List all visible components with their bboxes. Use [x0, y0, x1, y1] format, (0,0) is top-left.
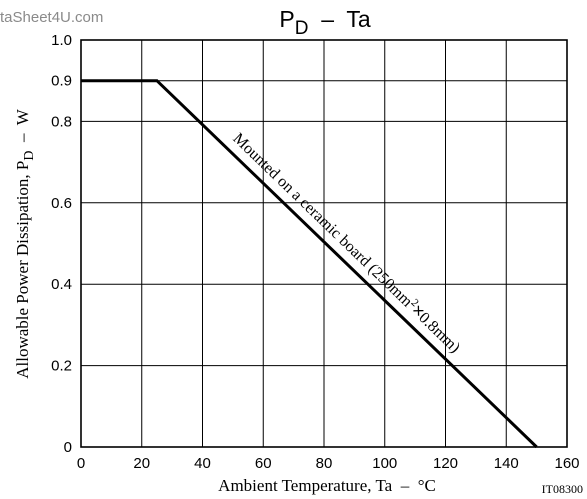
figure-id: IT08300 — [542, 482, 583, 496]
x-tick-label: 160 — [554, 455, 579, 472]
y-tick-label: 0.6 — [51, 195, 72, 212]
x-tick-label: 0 — [77, 455, 85, 472]
y-tick-label: 1.0 — [51, 32, 72, 49]
chart-title-sub: D — [295, 18, 309, 39]
watermark-text: taSheet4U.com — [0, 9, 103, 26]
y-tick-label: 0 — [64, 439, 72, 456]
y-tick-label: 0.9 — [51, 73, 72, 90]
x-axis-label: Ambient Temperature, Ta – °C — [218, 476, 436, 495]
y-axis-label: Allowable Power Dissipation, PD – W — [13, 108, 37, 378]
y-tick-label: 0.2 — [51, 358, 72, 375]
annotation-text-after: 0.8mm) — [415, 309, 463, 356]
x-tick-label: 140 — [494, 455, 519, 472]
y-axis-label-sub: D — [22, 150, 37, 160]
x-tick-label: 20 — [133, 455, 150, 472]
y-tick-label: 0.8 — [51, 113, 72, 130]
grid-lines — [81, 40, 567, 447]
x-tick-label: 80 — [316, 455, 333, 472]
chart-title-rest: – Ta — [308, 6, 370, 32]
plot-frame — [80, 39, 568, 448]
curve-annotation: Mounted on a ceramic board (250mm2×0.8mm… — [229, 128, 465, 357]
x-tick-label: 120 — [433, 455, 458, 472]
y-tick-label: 0.4 — [51, 276, 72, 293]
chart-title: PD – Ta — [279, 6, 371, 39]
x-tick-label: 100 — [372, 455, 397, 472]
derating-line — [81, 79, 538, 449]
x-tick-label: 40 — [194, 455, 211, 472]
y-axis-label-rest: – W — [13, 108, 32, 150]
chart-title-main: P — [279, 6, 294, 32]
tick-labels: 0 20 40 60 80 100 120 140 160 0 0.2 0.4 0.6 0.8 0.9 1.0 — [51, 32, 579, 472]
y-axis-label-main: Allowable Power Dissipation, P — [13, 161, 32, 379]
x-tick-label: 60 — [255, 455, 272, 472]
